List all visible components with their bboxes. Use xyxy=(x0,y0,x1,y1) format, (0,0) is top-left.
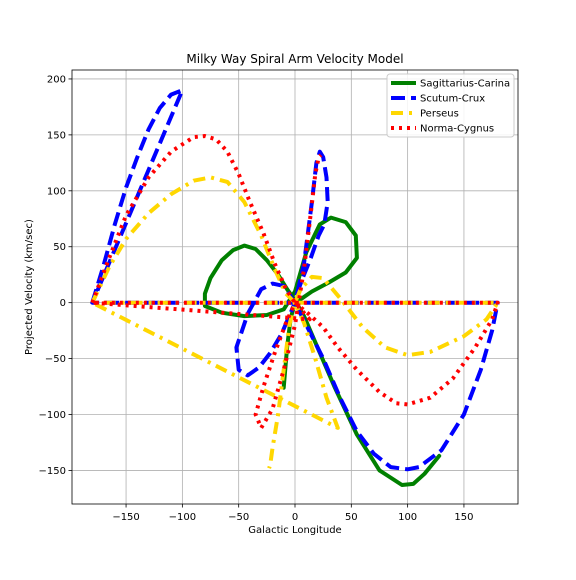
legend-label-2: Perseus xyxy=(420,109,459,120)
x-axis-label: Galactic Longitude xyxy=(248,525,341,536)
x-tick-label: 0 xyxy=(292,512,298,523)
x-ticks: −150 −100 −50 0 50 100 150 xyxy=(112,504,473,523)
legend-label-1: Scutum-Crux xyxy=(420,94,485,105)
y-tick-label: 150 xyxy=(47,130,66,141)
x-tick-label: 100 xyxy=(398,512,417,523)
y-tick-label: −50 xyxy=(45,354,66,365)
x-tick-label: −100 xyxy=(169,512,196,523)
legend-label-0: Sagittarius-Carina xyxy=(420,79,510,90)
x-tick-label: 50 xyxy=(345,512,358,523)
y-tick-label: −150 xyxy=(39,466,66,477)
y-tick-label: 200 xyxy=(47,74,66,85)
y-tick-label: 100 xyxy=(47,186,66,197)
y-axis-label: Projected Velocity (km/sec) xyxy=(24,219,35,355)
series-line-1 xyxy=(90,88,500,472)
chart-title: Milky Way Spiral Arm Velocity Model xyxy=(186,52,403,66)
y-ticks: −150 −100 −50 0 50 100 150 200 xyxy=(39,74,72,477)
legend-label-3: Norma-Cygnus xyxy=(420,124,494,135)
legend: Sagittarius-Carina Scutum-Crux Perseus Norm… xyxy=(386,73,515,138)
x-tick-label: −50 xyxy=(228,512,249,523)
y-tick-label: 50 xyxy=(53,242,66,253)
x-tick-label: −150 xyxy=(112,512,139,523)
x-tick-label: 150 xyxy=(454,512,473,523)
legend-box xyxy=(386,73,515,138)
y-tick-label: 0 xyxy=(60,298,66,309)
y-tick-label: −100 xyxy=(39,410,66,421)
series-layer xyxy=(90,88,500,487)
series-line-3 xyxy=(90,134,500,430)
